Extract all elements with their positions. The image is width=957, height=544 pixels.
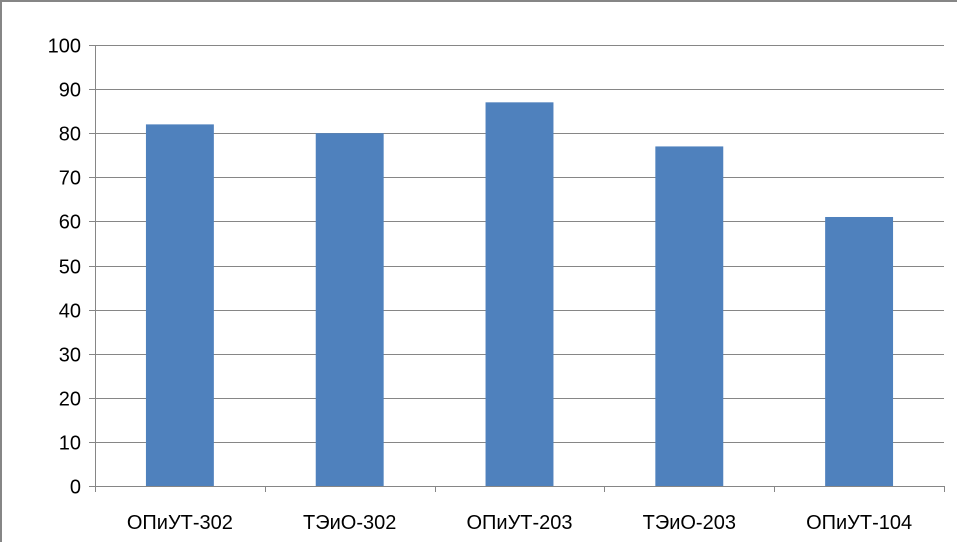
x-tick-labels: ОПиУТ-302 ТЭиО-302 ОПиУТ-203 ТЭиО-203 ОПиУТ-… <box>127 512 912 534</box>
y-tick-label: 100 <box>48 36 81 58</box>
y-tick-label: 60 <box>59 212 81 234</box>
y-tick-label: 40 <box>59 301 81 323</box>
y-tick-label: 90 <box>59 80 81 102</box>
bar <box>825 216 894 487</box>
bar <box>655 146 724 486</box>
bar <box>485 102 554 486</box>
y-tick-labels: 0 10 20 30 40 50 60 70 80 90 100 <box>48 36 81 499</box>
bar <box>315 133 384 486</box>
y-tick-label: 20 <box>59 389 81 411</box>
y-tick-label: 70 <box>59 168 81 190</box>
x-tick-label: ТЭиО-203 <box>643 512 736 534</box>
y-tick-label: 0 <box>70 477 81 499</box>
y-tick-label: 50 <box>59 257 81 279</box>
bar <box>145 124 214 486</box>
axes <box>89 45 945 492</box>
x-tick-label: ТЭиО-302 <box>303 512 396 534</box>
bar-series <box>145 102 894 487</box>
x-tick-label: ОПиУТ-203 <box>466 512 572 534</box>
x-tick-label: ОПиУТ-104 <box>806 512 912 534</box>
y-tick-label: 10 <box>59 433 81 455</box>
y-tick-label: 80 <box>59 124 81 146</box>
y-tick-label: 30 <box>59 345 81 367</box>
x-tick-label: ОПиУТ-302 <box>127 512 233 534</box>
